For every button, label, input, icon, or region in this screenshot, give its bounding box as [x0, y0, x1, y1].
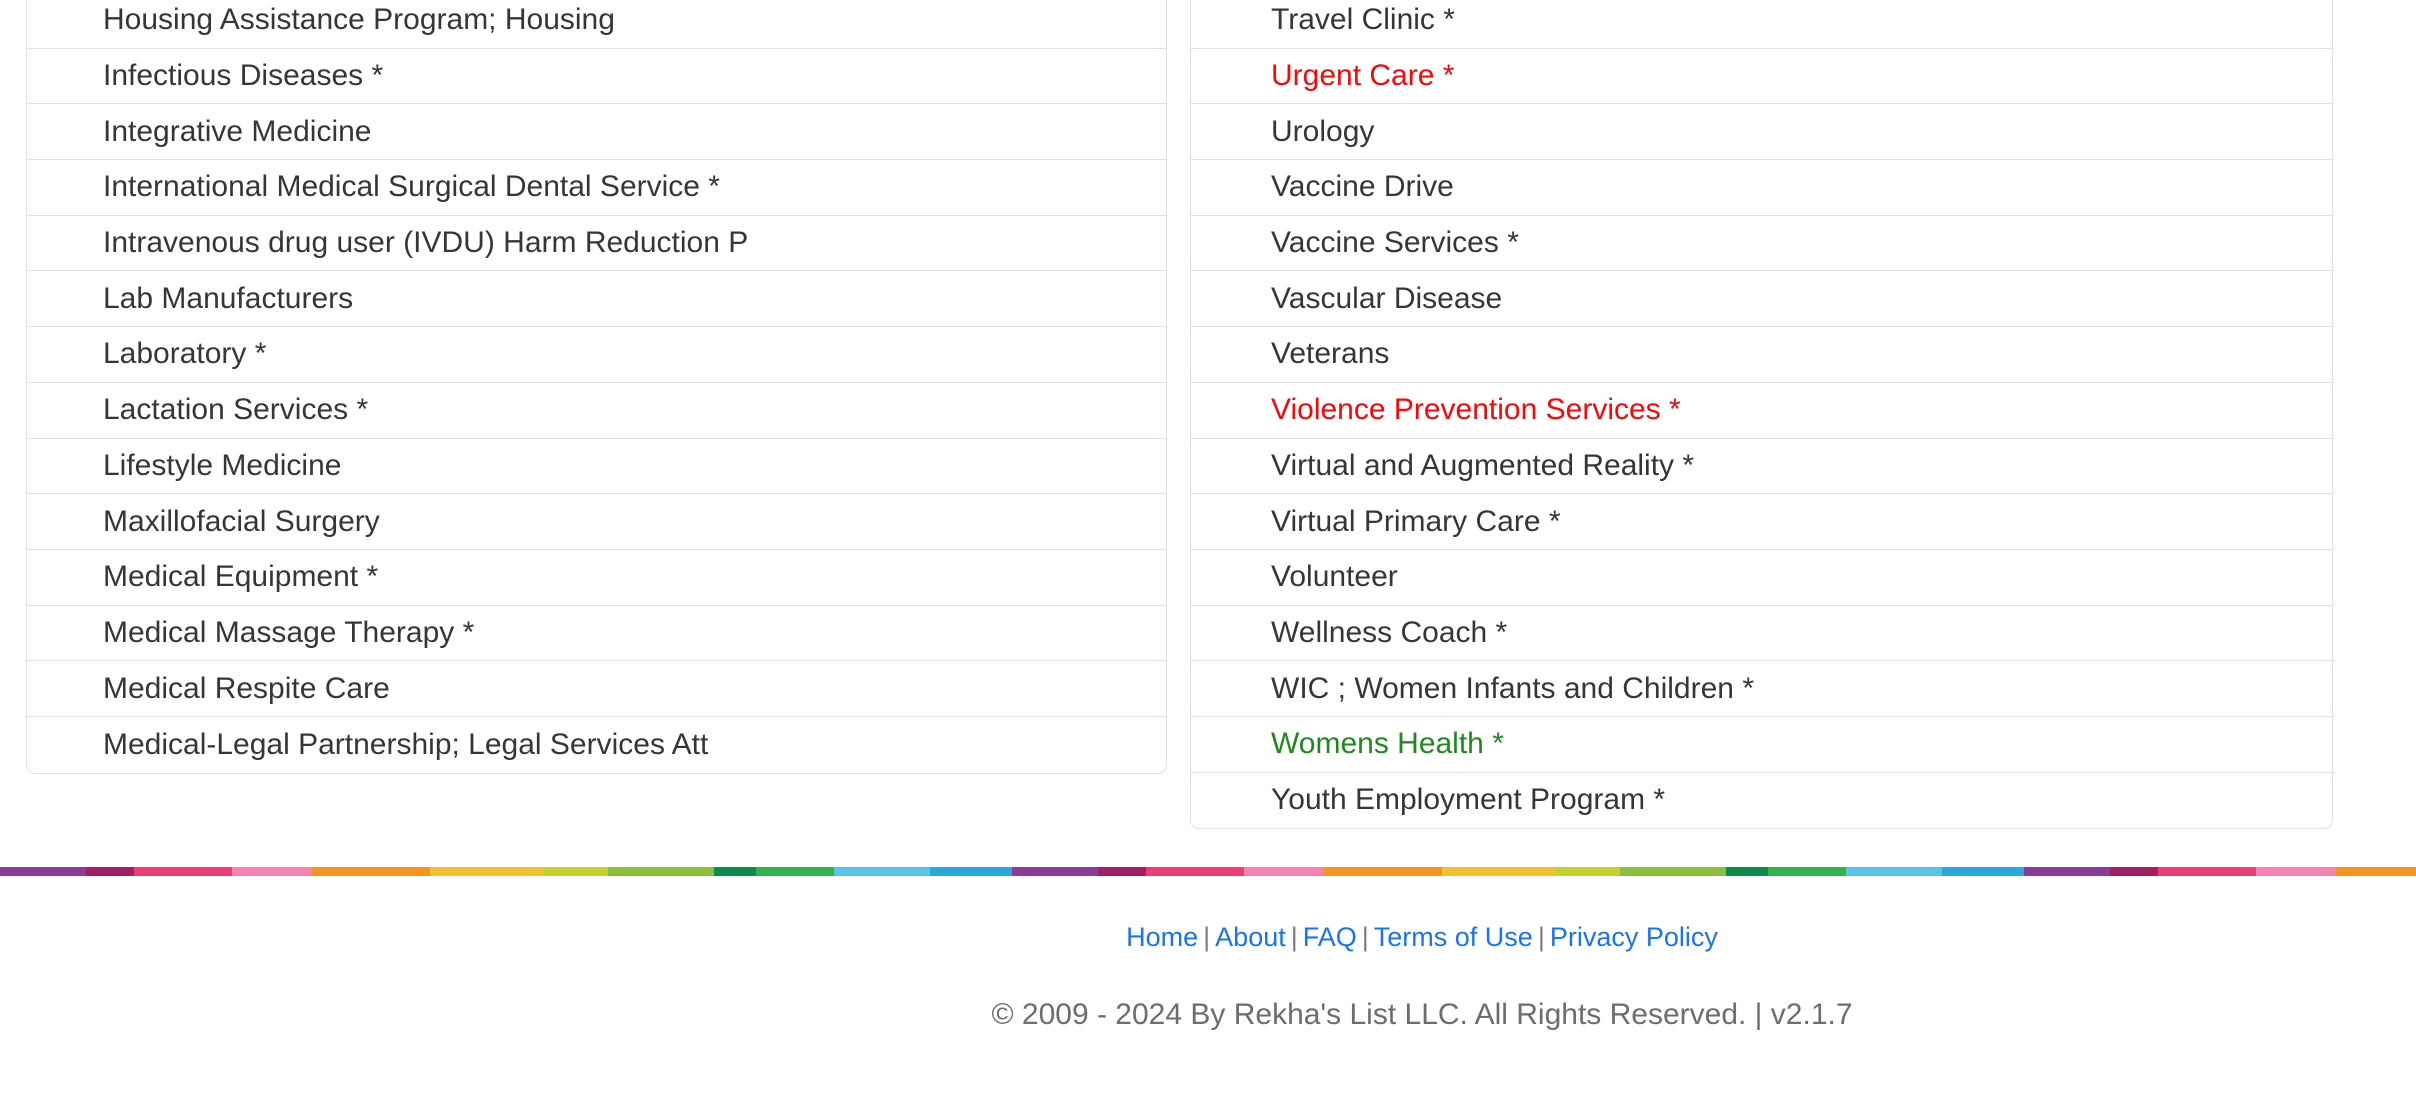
list-item[interactable]: Housing Assistance Program; Housing	[27, 0, 1166, 49]
list-item-label: Youth Employment Program *	[1271, 783, 1666, 817]
footer-separator: |	[1203, 922, 1211, 952]
list-item-label: Travel Clinic *	[1271, 3, 1455, 37]
list-item-label: Virtual Primary Care *	[1271, 504, 1561, 538]
footer-link-terms[interactable]: Terms of Use	[1373, 922, 1533, 952]
rainbow-divider	[0, 867, 2416, 876]
list-item-label: Medical Equipment *	[103, 560, 379, 594]
list-item-label: Vascular Disease	[1271, 281, 1503, 315]
footer-nav: Home | About | FAQ | Terms of Use | Privacy Poli…	[1126, 919, 1718, 955]
list-item-label: Veterans	[1271, 337, 1390, 371]
list-item[interactable]: International Medical Surgical Dental Se…	[27, 160, 1166, 216]
list-item[interactable]: Virtual Primary Care *	[1191, 494, 2332, 550]
list-item-label: Vaccine Services *	[1271, 226, 1519, 260]
list-item-label: Infectious Diseases *	[103, 59, 384, 93]
list-item-label: Laboratory *	[103, 337, 267, 371]
list-item[interactable]: Wellness Coach *	[1191, 606, 2332, 662]
list-item-label: Lab Manufacturers	[103, 281, 354, 315]
list-item[interactable]: Vascular Disease	[1191, 271, 2332, 328]
list-item-label: Virtual and Augmented Reality *	[1271, 448, 1695, 482]
list-item-label: Integrative Medicine	[103, 114, 372, 148]
footer-link-privacy[interactable]: Privacy Policy	[1549, 922, 1718, 952]
category-list-right: Travel Clinic * Urgent Care * Urology Va…	[1190, 0, 2333, 830]
list-item[interactable]: Volunteer	[1191, 550, 2332, 606]
list-item-label: International Medical Surgical Dental Se…	[103, 170, 720, 204]
list-item-label: WIC ; Women Infants and Children *	[1271, 671, 1754, 705]
list-item[interactable]: Infectious Diseases *	[27, 49, 1166, 105]
list-item[interactable]: Urgent Care *	[1191, 49, 2332, 105]
list-item-label: Volunteer	[1271, 560, 1398, 594]
category-list-left: Housing Assistance Program; Housing Infe…	[26, 0, 1167, 774]
list-item-label: Urology	[1271, 114, 1375, 148]
footer-separator: |	[1361, 922, 1369, 952]
copyright-text: © 2009 - 2024 By Rekha's List LLC. All R…	[991, 998, 1853, 1031]
list-item[interactable]: Medical Respite Care	[27, 661, 1166, 717]
list-item[interactable]: Medical Massage Therapy *	[27, 606, 1166, 662]
list-item[interactable]: Intravenous drug user (IVDU) Harm Reduct…	[27, 216, 1166, 272]
list-item[interactable]: Virtual and Augmented Reality *	[1191, 439, 2332, 495]
footer-link-faq[interactable]: FAQ	[1302, 922, 1357, 952]
list-item[interactable]: Lifestyle Medicine	[27, 439, 1166, 495]
list-item[interactable]: Integrative Medicine	[27, 104, 1166, 161]
list-item-label: Violence Prevention Services *	[1271, 393, 1681, 427]
footer-separator: |	[1537, 922, 1545, 952]
list-item-label: Womens Health *	[1271, 727, 1504, 761]
list-item[interactable]: Vaccine Services *	[1191, 216, 2332, 272]
list-item-label: Medical Respite Care	[103, 671, 390, 705]
footer-separator: |	[1290, 922, 1298, 952]
list-item-label: Vaccine Drive	[1271, 170, 1454, 204]
list-item[interactable]: Violence Prevention Services *	[1191, 383, 2332, 439]
list-item-label: Medical Massage Therapy *	[103, 615, 475, 649]
list-item-label: Housing Assistance Program; Housing	[103, 3, 615, 37]
list-item[interactable]: Lactation Services *	[27, 383, 1166, 439]
footer-link-about[interactable]: About	[1215, 922, 1286, 952]
list-item[interactable]: Veterans	[1191, 327, 2332, 383]
list-item[interactable]: Lab Manufacturers	[27, 271, 1166, 328]
list-item[interactable]: Urology	[1191, 104, 2332, 161]
list-item[interactable]: Maxillofacial Surgery	[27, 494, 1166, 550]
list-item-label: Maxillofacial Surgery	[103, 504, 380, 538]
list-item[interactable]: Laboratory *	[27, 327, 1166, 383]
list-item-label: Lactation Services *	[103, 393, 369, 427]
list-item-label: Wellness Coach *	[1271, 615, 1508, 649]
list-item[interactable]: Travel Clinic *	[1191, 0, 2332, 49]
list-item[interactable]: Medical-Legal Partnership; Legal Service…	[27, 717, 1166, 773]
list-item-label: Intravenous drug user (IVDU) Harm Reduct…	[103, 226, 749, 260]
list-item[interactable]: Medical Equipment *	[27, 550, 1166, 606]
list-item[interactable]: WIC ; Women Infants and Children *	[1191, 661, 2332, 717]
footer-link-home[interactable]: Home	[1126, 922, 1199, 952]
list-item-label: Lifestyle Medicine	[103, 448, 342, 482]
list-item[interactable]: Vaccine Drive	[1191, 160, 2332, 216]
list-item-label: Urgent Care *	[1271, 59, 1455, 93]
list-item-label: Medical-Legal Partnership; Legal Service…	[103, 727, 709, 761]
list-item[interactable]: Womens Health *	[1191, 717, 2332, 773]
list-item[interactable]: Youth Employment Program *	[1191, 773, 2332, 829]
